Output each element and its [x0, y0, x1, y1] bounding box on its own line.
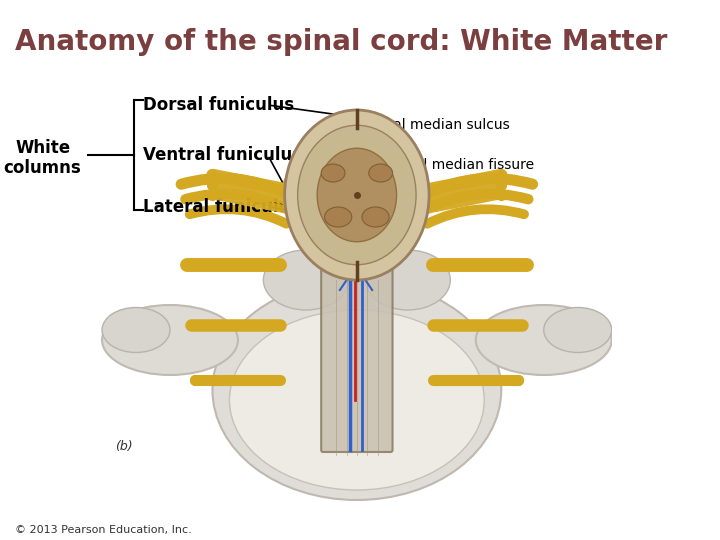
Text: Ventral funiculus: Ventral funiculus [143, 146, 302, 164]
Text: Dorsal funiculus: Dorsal funiculus [143, 96, 294, 114]
FancyBboxPatch shape [321, 268, 392, 452]
Ellipse shape [325, 207, 352, 227]
Text: Lateral funiculus: Lateral funiculus [143, 198, 300, 216]
Ellipse shape [230, 310, 485, 490]
Ellipse shape [362, 207, 389, 227]
Ellipse shape [102, 307, 170, 353]
Text: White
columns: White columns [4, 139, 81, 178]
Text: (b): (b) [114, 440, 132, 453]
Text: Anatomy of the spinal cord: White Matter: Anatomy of the spinal cord: White Matter [15, 28, 667, 56]
Text: © 2013 Pearson Education, Inc.: © 2013 Pearson Education, Inc. [15, 525, 192, 535]
Text: Dorsal median sulcus: Dorsal median sulcus [361, 118, 510, 132]
Ellipse shape [369, 164, 392, 182]
Ellipse shape [476, 305, 612, 375]
Text: Ventral median fissure: Ventral median fissure [378, 158, 534, 172]
Circle shape [317, 148, 397, 242]
Ellipse shape [365, 250, 450, 310]
Ellipse shape [212, 280, 501, 500]
Ellipse shape [321, 164, 345, 182]
Ellipse shape [544, 307, 612, 353]
Circle shape [297, 125, 416, 265]
Ellipse shape [264, 250, 348, 310]
Ellipse shape [102, 305, 238, 375]
Circle shape [284, 110, 429, 280]
